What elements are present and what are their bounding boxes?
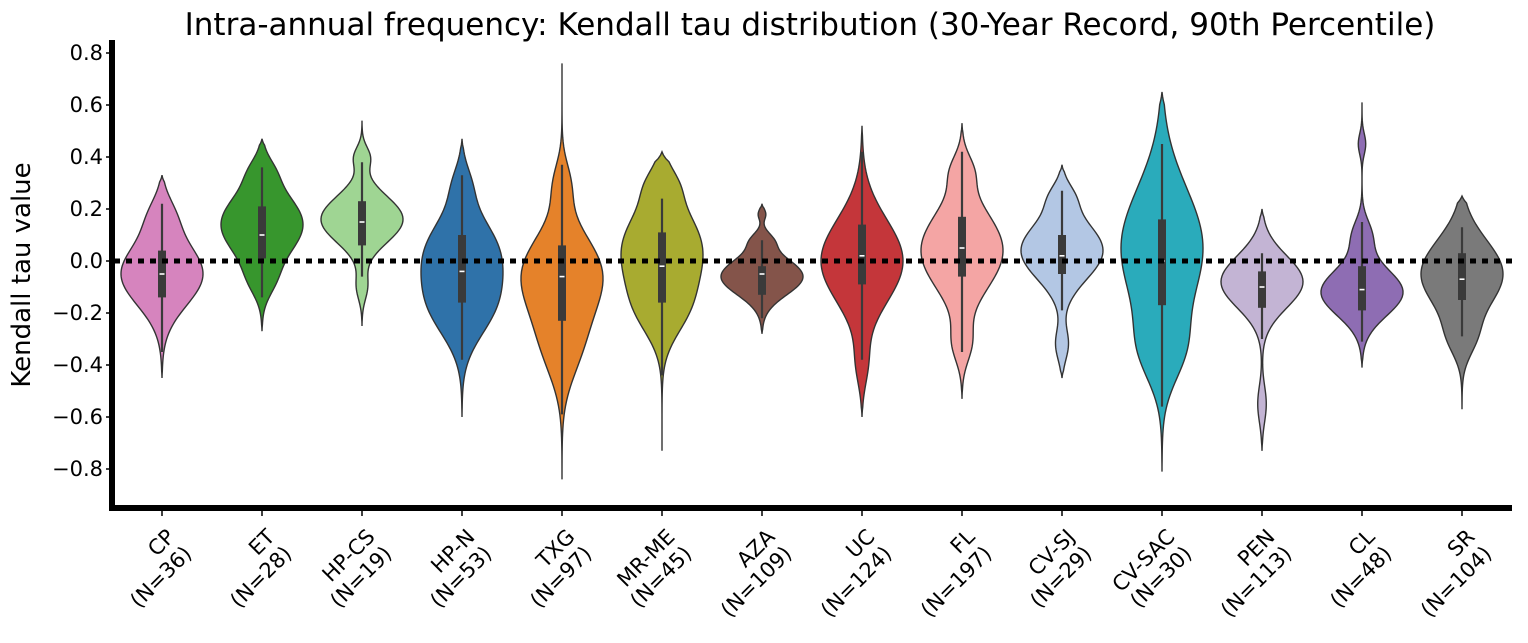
iqr-box-hp-cs	[358, 201, 366, 246]
violin-hp-n	[420, 138, 504, 418]
iqr-box-hp-n	[458, 235, 466, 303]
violin-fl	[920, 123, 1004, 399]
violin-et	[220, 138, 304, 332]
iqr-box-txg	[558, 245, 566, 321]
iqr-box-cl	[1358, 266, 1366, 311]
y-tick-label: −0.4	[52, 353, 103, 377]
x-tick-label-cl: CL(N=48)	[1309, 524, 1397, 612]
violin-cp	[120, 175, 204, 379]
violin-aza	[720, 203, 804, 334]
x-tick-label-fl: FL(N=197)	[899, 524, 997, 622]
y-tick-label: −0.6	[52, 405, 103, 429]
x-axis-spine	[109, 505, 1512, 511]
violin-cv-sac	[1120, 91, 1204, 472]
violin-cv-sj	[1020, 164, 1104, 379]
violin-uc	[820, 125, 904, 418]
iqr-box-sr	[1458, 253, 1466, 300]
violin-txg	[520, 63, 604, 480]
y-tick-label: 0.6	[70, 93, 103, 117]
iqr-box-uc	[858, 224, 866, 285]
y-tick-label: 0.4	[70, 145, 103, 169]
x-tick-label-sr: SR(N=104)	[1399, 525, 1496, 622]
x-tick-label-hp-n: HP-N(N=53)	[409, 525, 497, 613]
x-tick-label-cp: CP(N=36)	[109, 525, 197, 613]
x-tick-label-hp-cs: HP-CS(N=19)	[309, 525, 397, 613]
violin-cl	[1320, 102, 1404, 368]
violins-group	[120, 63, 1504, 480]
y-tick-label: 0.8	[70, 41, 103, 65]
iqr-box-et	[258, 206, 266, 259]
axis-ticks: −0.8 −0.6 −0.4 −0.2 0.0 0.2 0.4 0.6 0.8 CP(N=36) E…	[52, 41, 1497, 622]
y-tick-label: −0.8	[52, 457, 103, 481]
y-axis-label: Kendall tau value	[7, 162, 37, 387]
iqr-box-aza	[758, 266, 766, 295]
violin-mr-me	[620, 150, 704, 451]
y-tick-label: 0.0	[70, 249, 103, 273]
x-tick-label-et: ET(N=28)	[209, 524, 297, 612]
iqr-box-cv-sj	[1058, 235, 1066, 274]
y-axis-spine	[109, 40, 115, 511]
x-tick-label-uc: UC(N=124)	[799, 525, 896, 622]
violin-pen	[1220, 208, 1304, 451]
chart-title: Intra-annual frequency: Kendall tau dist…	[185, 7, 1436, 43]
x-tick-label-aza: AZA(N=109)	[699, 524, 797, 622]
y-tick-label: −0.2	[52, 301, 103, 325]
x-tick-label-mr-me: MR-ME(N=45)	[609, 525, 697, 613]
x-tick-label-txg: TXG(N=97)	[509, 525, 597, 613]
x-tick-label-cv-sac: CV-SAC(N=30)	[1108, 525, 1197, 614]
y-tick-label: 0.2	[70, 197, 103, 221]
violin-hp-cs	[320, 120, 404, 327]
iqr-box-pen	[1258, 271, 1266, 308]
violin-sr	[1420, 194, 1504, 410]
iqr-box-fl	[958, 216, 966, 277]
x-tick-label-pen: PEN(N=113)	[1199, 525, 1296, 622]
iqr-box-mr-me	[658, 232, 666, 303]
x-tick-label-cv-sj: CV-SJ(N=29)	[1009, 525, 1097, 613]
